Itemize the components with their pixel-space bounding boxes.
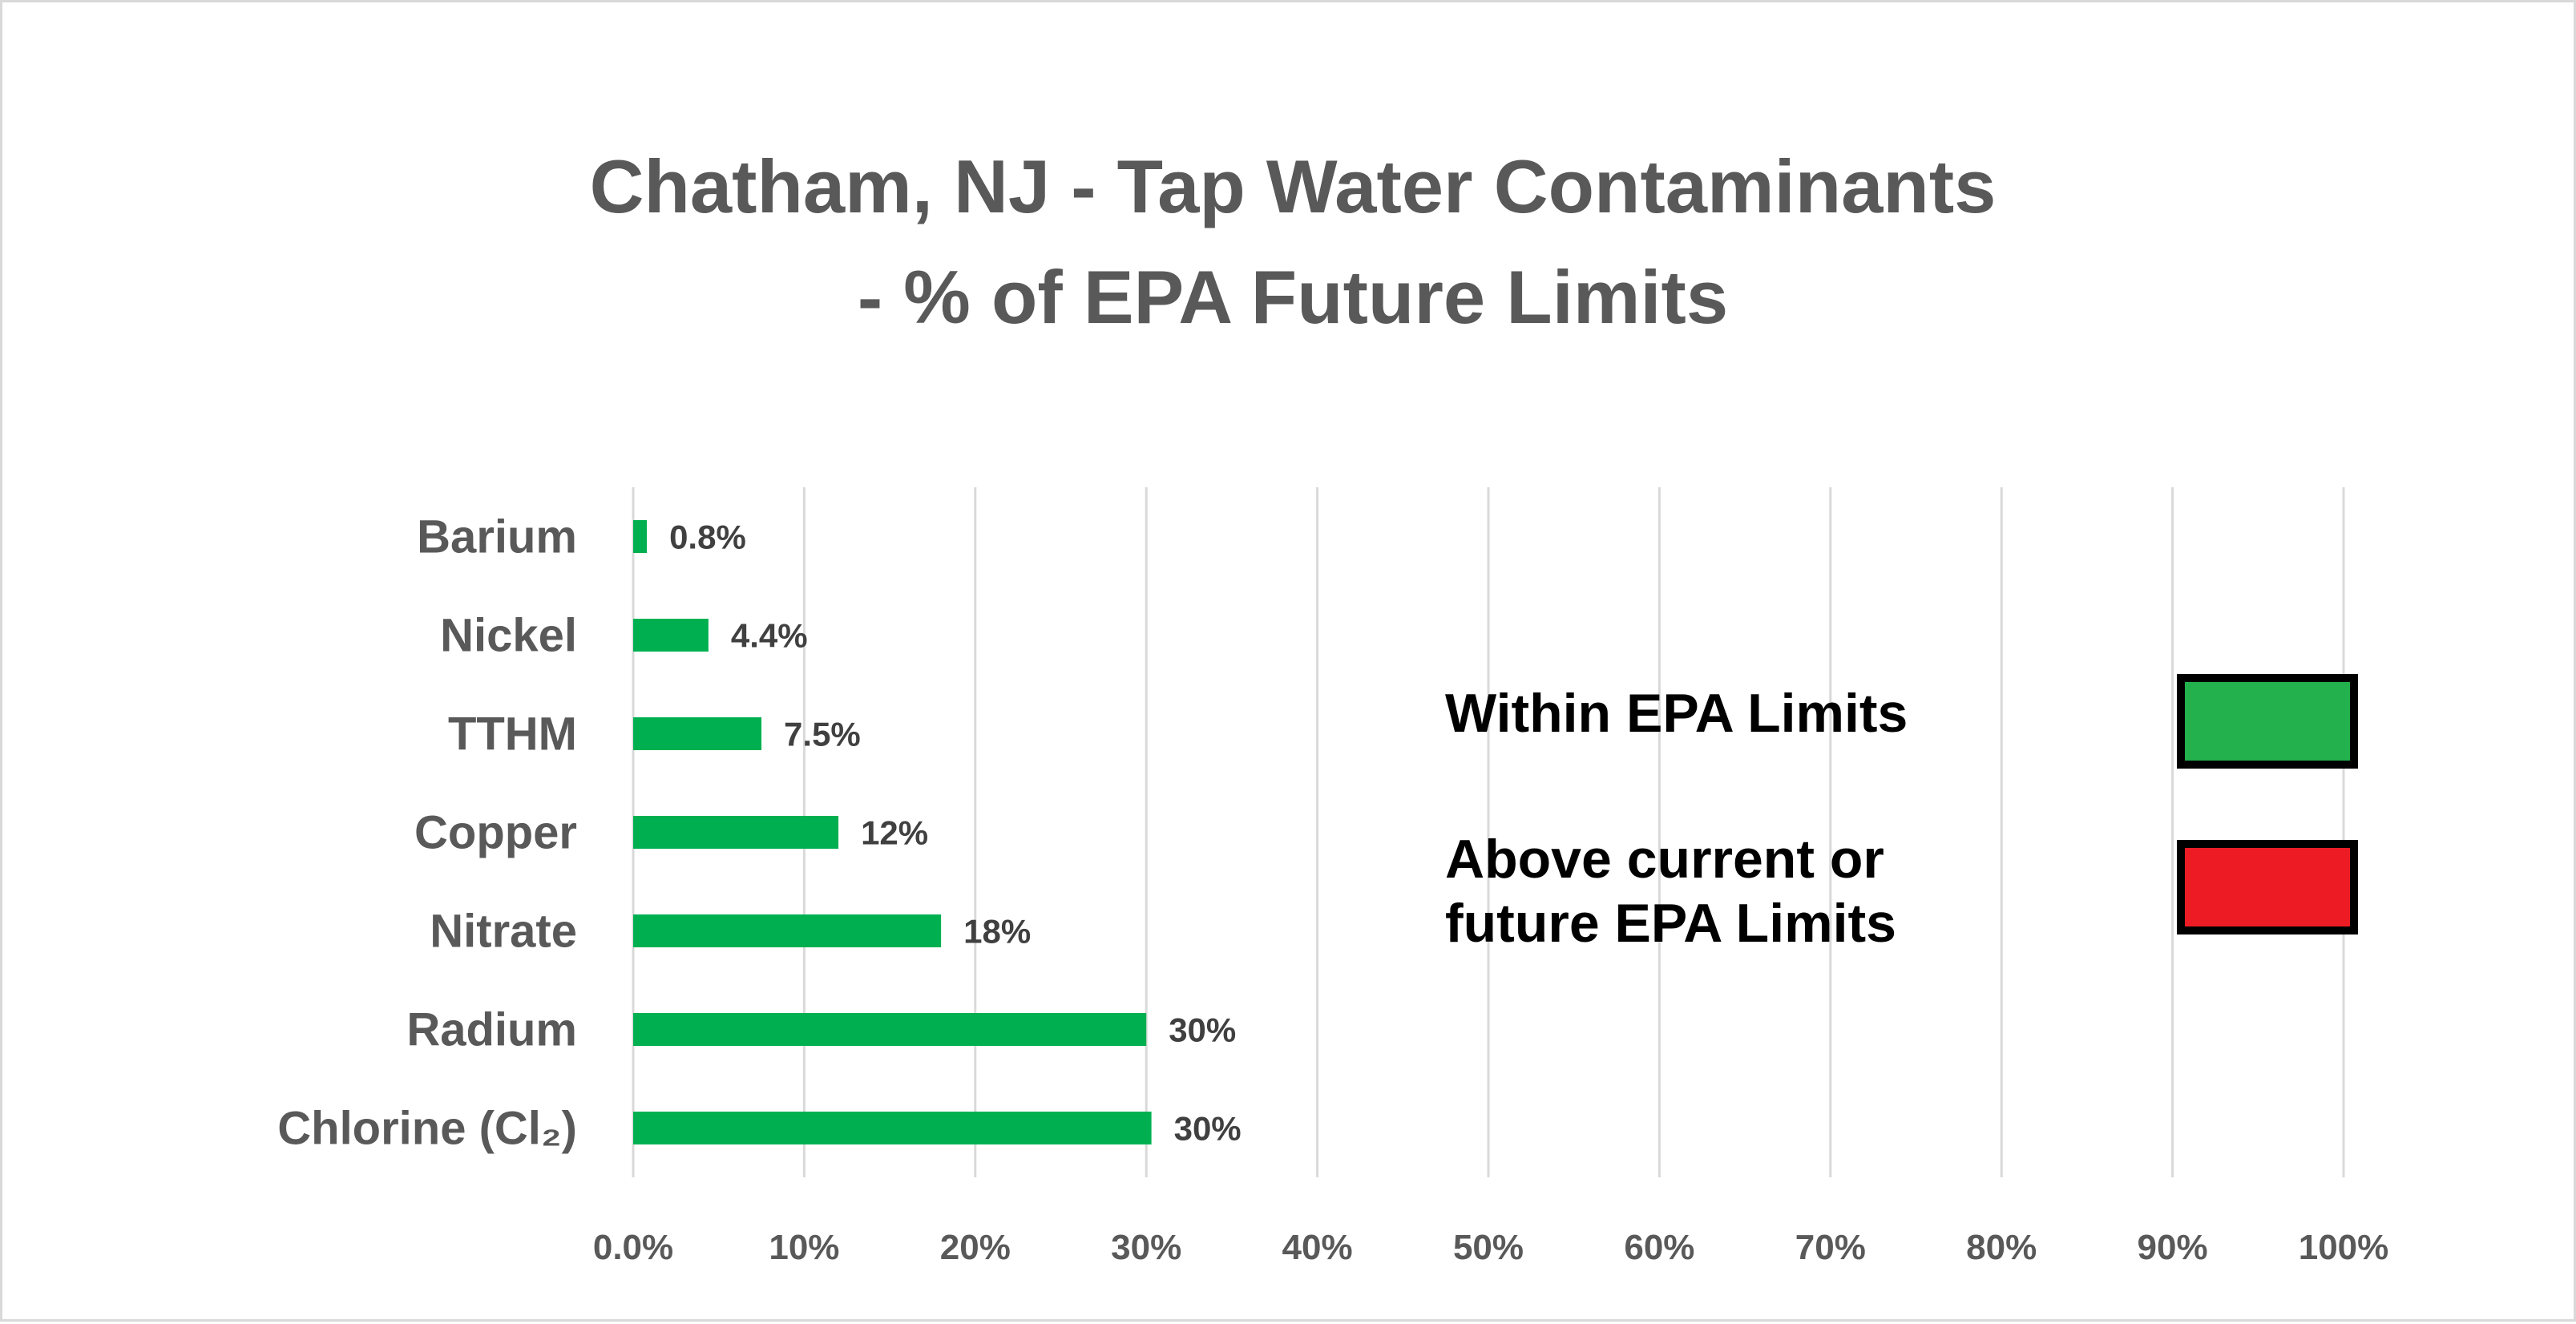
data-label: 4.4% bbox=[731, 617, 808, 655]
x-tick-label: 80% bbox=[1966, 1228, 2037, 1267]
category-label: Radium bbox=[406, 1004, 577, 1056]
category-label: Nitrate bbox=[430, 906, 577, 958]
legend-swatch bbox=[2177, 840, 2358, 934]
category-label: Copper bbox=[414, 807, 577, 859]
x-tick-label: 30% bbox=[1111, 1228, 1181, 1267]
x-tick-label: 60% bbox=[1624, 1228, 1694, 1267]
x-tick-label: 20% bbox=[940, 1228, 1011, 1267]
data-label: 12% bbox=[861, 814, 928, 852]
data-label: 0.8% bbox=[669, 519, 746, 556]
bar bbox=[633, 1013, 1147, 1046]
chart-title-line-2: - % of EPA Future Limits bbox=[858, 255, 1728, 339]
x-tick-label: 0.0% bbox=[593, 1228, 673, 1267]
data-label: 18% bbox=[963, 913, 1031, 951]
chart-title-line-1: Chatham, NJ - Tap Water Contaminants bbox=[590, 144, 1997, 228]
legend-label: Above current or bbox=[1445, 829, 1884, 890]
bar bbox=[633, 816, 839, 849]
legend-swatch bbox=[2177, 674, 2358, 769]
x-tick-label: 90% bbox=[2138, 1228, 2208, 1267]
category-label: TTHM bbox=[448, 708, 577, 761]
category-label: Chlorine (Cl₂) bbox=[277, 1103, 577, 1155]
category-label: Barium bbox=[417, 511, 577, 563]
bar bbox=[633, 717, 762, 750]
legend-label: future EPA Limits bbox=[1445, 893, 1896, 954]
bar bbox=[633, 520, 648, 553]
bar bbox=[633, 619, 709, 652]
x-tick-label: 100% bbox=[2299, 1228, 2389, 1267]
data-label: 30% bbox=[1174, 1110, 1242, 1148]
x-tick-label: 40% bbox=[1282, 1228, 1353, 1267]
bar bbox=[633, 1112, 1152, 1144]
x-tick-label: 50% bbox=[1453, 1228, 1524, 1267]
data-label: 7.5% bbox=[784, 716, 861, 753]
bar bbox=[633, 914, 942, 947]
legend-label: Within EPA Limits bbox=[1445, 683, 1908, 744]
x-tick-label: 70% bbox=[1795, 1228, 1866, 1267]
category-label: Nickel bbox=[440, 610, 577, 662]
data-label: 30% bbox=[1169, 1011, 1236, 1049]
x-tick-label: 10% bbox=[769, 1228, 839, 1267]
